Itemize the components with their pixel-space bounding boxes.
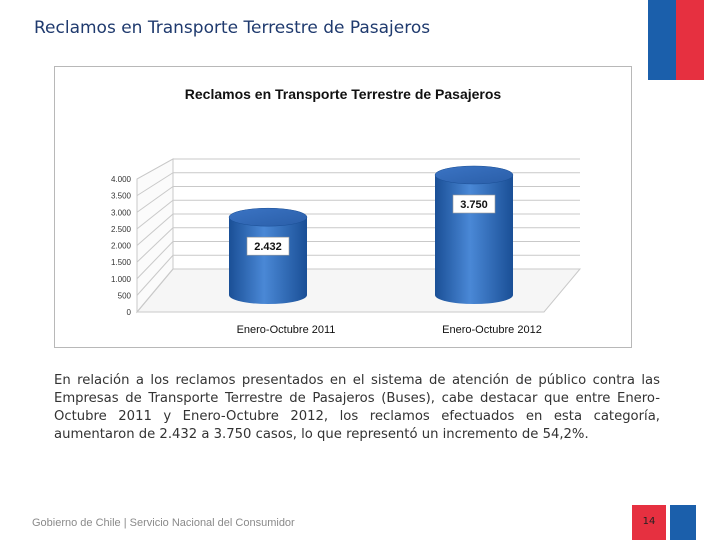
footer-org-name: Gobierno de Chile | Servicio Nacional de…: [32, 517, 295, 529]
data-label-box: [246, 236, 290, 256]
data-label: 3.750: [460, 199, 488, 211]
gridline-side: [136, 199, 174, 230]
chart-floor: [135, 268, 582, 313]
description-paragraph: En relación a los reclamos presentados e…: [54, 373, 660, 442]
gridline-side: [136, 241, 174, 280]
bar: [435, 175, 513, 304]
chart-container: Reclamos en Transporte Terrestre de Pasa…: [54, 66, 632, 348]
footer-blue-block: [670, 505, 696, 540]
y-tick-label: 1.500: [111, 258, 132, 267]
gridline-side: [136, 172, 174, 197]
y-tick-label: 3.000: [111, 208, 132, 217]
y-tick-label: 2.500: [111, 225, 132, 234]
chart-title: Reclamos en Transporte Terrestre de Pasa…: [185, 86, 502, 102]
y-tick-label: 4.000: [111, 175, 132, 184]
y-tick-label: 500: [118, 291, 132, 300]
x-tick-label: Enero-Octubre 2011: [237, 324, 336, 336]
flag-blue-stripe: [648, 0, 676, 80]
y-tick-label: 1.000: [111, 275, 132, 284]
gridline-side: [136, 254, 174, 296]
page-number-box: 14: [632, 505, 666, 540]
y-tick-label: 3.500: [111, 192, 132, 201]
bar-top: [434, 165, 514, 185]
bar-top: [228, 207, 308, 227]
data-label: 2.432: [254, 241, 282, 253]
bar: [229, 217, 307, 304]
chile-flag-decoration: [648, 0, 704, 80]
data-label-box: [452, 194, 496, 214]
slide-title: Reclamos en Transporte Terrestre de Pasa…: [34, 18, 431, 38]
gridline-side: [136, 186, 174, 213]
y-tick-label: 0: [127, 308, 132, 317]
y-tick-label: 2.000: [111, 242, 132, 251]
flag-red-stripe: [676, 0, 704, 80]
gridline-side: [136, 227, 174, 263]
gridline-side: [136, 158, 174, 180]
x-tick-label: Enero-Octubre 2012: [442, 324, 542, 336]
gridline-side: [136, 268, 174, 313]
page-number: 14: [642, 516, 656, 527]
gridline-side: [136, 213, 174, 246]
bar-chart: Reclamos en Transporte Terrestre de Pasa…: [111, 86, 582, 336]
